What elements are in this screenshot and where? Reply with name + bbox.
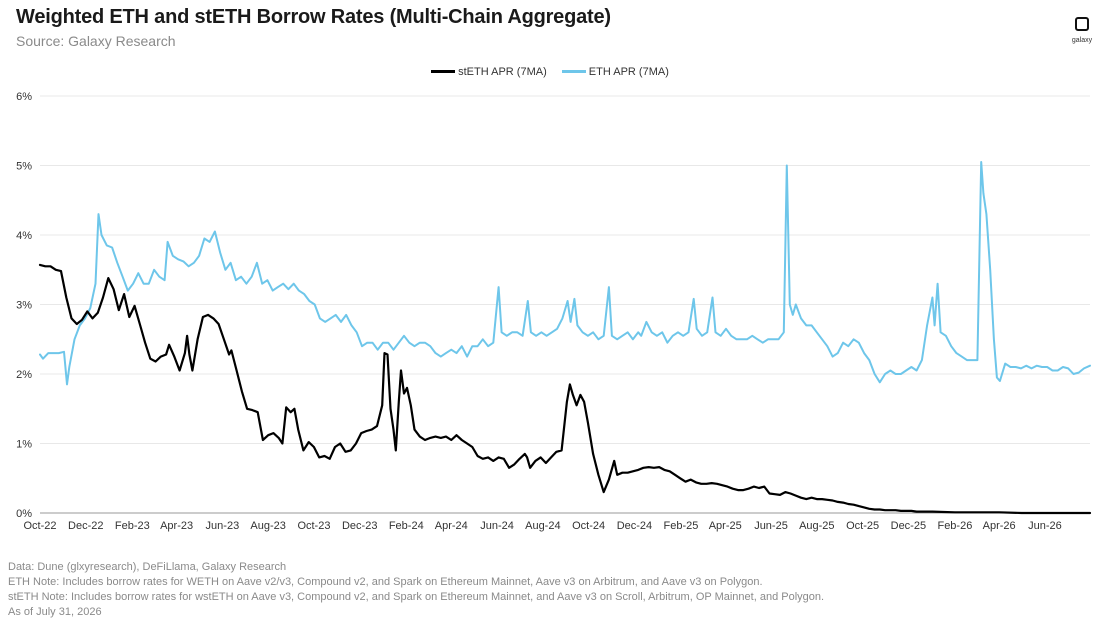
x-tick-label: Dec-25 xyxy=(891,520,926,532)
galaxy-logo-icon xyxy=(1075,17,1089,31)
x-tick-label: Dec-22 xyxy=(68,520,103,532)
x-tick-label: Jun-26 xyxy=(1028,520,1062,532)
legend-swatch-steth xyxy=(431,70,456,73)
y-tick-label: 4% xyxy=(16,230,32,242)
steth-series-line xyxy=(38,263,1092,515)
x-tick-label: Jun-23 xyxy=(206,520,240,532)
x-tick-label: Feb-24 xyxy=(389,520,424,532)
x-tick-label: Aug-25 xyxy=(799,520,834,532)
y-tick-label: 2% xyxy=(16,369,32,381)
x-tick-label: Apr-25 xyxy=(709,520,742,532)
note-as-of: As of July 31, 2026 xyxy=(8,606,102,618)
x-axis-ticks: Oct-22 Dec-22 Feb-23 Apr-23 Jun-23 Aug-23 Oct-… xyxy=(23,520,1061,532)
x-tick-label: Jun-24 xyxy=(480,520,514,532)
y-tick-label: 0% xyxy=(16,508,32,520)
eth-series-line xyxy=(39,161,1091,386)
x-tick-label: Dec-24 xyxy=(617,520,652,532)
y-axis-ticks: 0% 1% 2% 3% 4% 5% 6% xyxy=(16,91,32,520)
x-tick-label: Feb-23 xyxy=(115,520,150,532)
x-tick-label: Jun-25 xyxy=(754,520,788,532)
note-steth: stETH Note: Includes borrow rates for ws… xyxy=(8,591,825,603)
x-tick-label: Dec-23 xyxy=(342,520,377,532)
x-tick-label: Apr-24 xyxy=(435,520,468,532)
y-tick-label: 5% xyxy=(16,161,32,173)
legend-label-steth: stETH APR (7MA) xyxy=(458,65,547,78)
chart-subtitle: Source: Galaxy Research xyxy=(16,33,176,49)
x-tick-label: Oct-25 xyxy=(846,520,879,532)
galaxy-logo: galaxy xyxy=(1066,15,1098,51)
note-data-source: Data: Dune (glxyresearch), DeFiLlama, Ga… xyxy=(8,561,287,573)
legend-label-eth: ETH APR (7MA) xyxy=(588,65,669,78)
legend-swatch-eth xyxy=(561,70,586,73)
chart-notes: Data: Dune (glxyresearch), DeFiLlama, Ga… xyxy=(8,560,824,620)
x-tick-label: Oct-22 xyxy=(23,520,56,532)
chart-series-lines xyxy=(38,161,1092,515)
x-tick-label: Feb-25 xyxy=(664,520,699,532)
x-tick-label: Aug-24 xyxy=(525,520,560,532)
y-tick-label: 3% xyxy=(16,300,32,312)
chart-legend: stETH APR (7MA) ETH APR (7MA) xyxy=(0,64,1100,78)
x-tick-label: Apr-23 xyxy=(160,520,193,532)
x-tick-label: Oct-24 xyxy=(572,520,605,532)
y-tick-label: 1% xyxy=(16,439,32,451)
legend-item-steth: stETH APR (7MA) xyxy=(431,66,547,78)
x-tick-label: Apr-26 xyxy=(983,520,1016,532)
note-eth: ETH Note: Includes borrow rates for WETH… xyxy=(8,576,763,588)
chart-title: Weighted ETH and stETH Borrow Rates (Mul… xyxy=(16,6,611,28)
y-tick-label: 6% xyxy=(16,91,32,103)
legend-item-eth: ETH APR (7MA) xyxy=(561,65,669,78)
x-tick-label: Oct-23 xyxy=(297,520,330,532)
galaxy-logo-text: galaxy xyxy=(1071,37,1093,44)
x-tick-label: Aug-23 xyxy=(250,520,285,532)
x-tick-label: Feb-26 xyxy=(937,520,972,532)
chart-grid xyxy=(40,95,1090,444)
